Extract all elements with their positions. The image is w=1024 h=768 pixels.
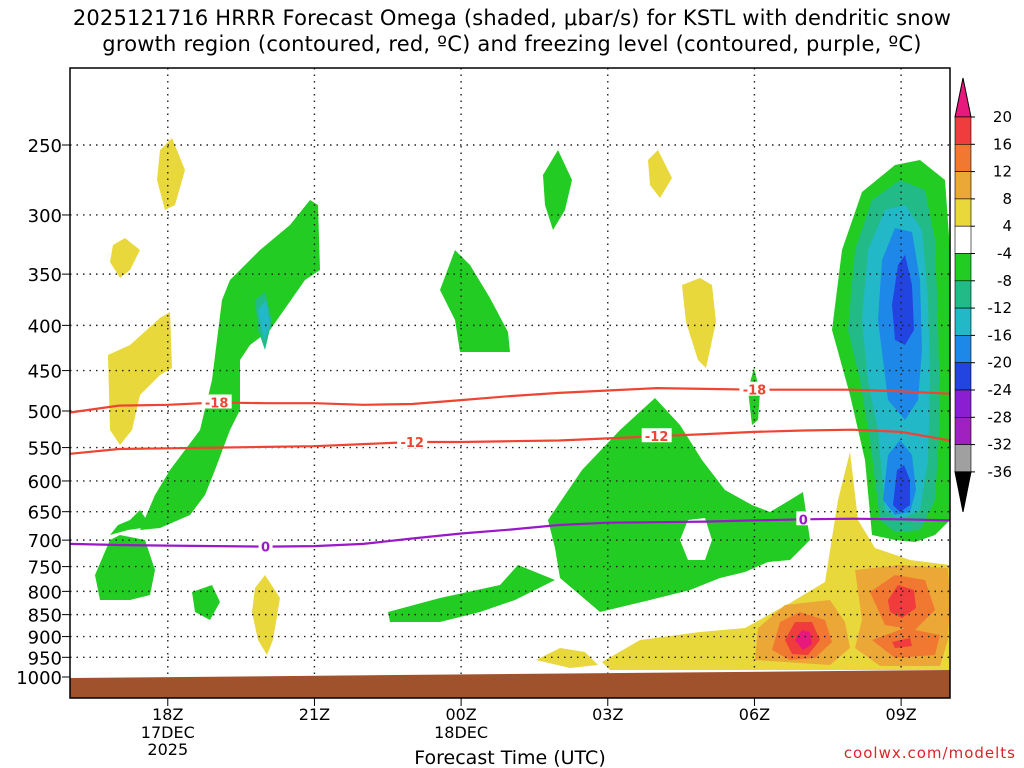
colorbar-swatch <box>954 280 972 309</box>
x-tick-label: 06Z <box>739 705 770 724</box>
colorbar-label: -12 <box>988 299 1013 317</box>
y-tick-label: 250 <box>28 136 62 157</box>
chart-title-line-2: growth region (contoured, red, ºC) and f… <box>102 32 922 56</box>
y-tick-label: 600 <box>28 472 62 493</box>
contour-label-bg <box>201 394 232 409</box>
credit-text: coolwx.com/modelts <box>843 744 1016 762</box>
colorbar-label: -4 <box>997 245 1012 263</box>
colorbar-label: -28 <box>988 408 1013 426</box>
colorbar-label: -32 <box>988 436 1013 454</box>
x-tick-label: 09Z <box>885 705 916 724</box>
x-tick-sublabel: 2025 <box>147 740 188 759</box>
y-tick-label: 300 <box>28 206 62 227</box>
contour-line <box>70 428 950 455</box>
plot-frame <box>69 67 951 699</box>
grid <box>70 68 950 698</box>
x-tick-sublabel: 18DEC <box>434 723 488 742</box>
y-tick-label: 500 <box>28 402 62 423</box>
colorbar-bottom-arrow <box>954 471 972 512</box>
contour-line <box>70 517 950 548</box>
y-tick-label: 350 <box>28 265 62 286</box>
y-tick-label: 750 <box>28 558 62 579</box>
y-tick-label: 450 <box>28 362 62 383</box>
x-axis-label: Forecast Time (UTC) <box>414 747 605 768</box>
colorbar-label: -36 <box>988 463 1013 481</box>
x-tick-sublabel: 17DEC <box>141 723 195 742</box>
contour-label: -12 <box>400 436 424 451</box>
contour-label: -18 <box>205 396 229 411</box>
y-tick-label: 800 <box>28 582 62 603</box>
y-tick-label: 400 <box>28 316 62 337</box>
colorbar-swatch <box>954 389 972 418</box>
x-tick-label: 18Z <box>152 705 183 724</box>
colorbar-swatch <box>954 225 972 254</box>
y-tick-label: 950 <box>28 648 62 669</box>
y-tick-label: 1000 <box>16 668 62 689</box>
contour-label-bg <box>397 433 428 448</box>
colorbar-label: -24 <box>988 381 1013 399</box>
contour-label-bg <box>641 428 672 443</box>
y-tick-label: 650 <box>28 503 62 524</box>
omega-neutral-pocket <box>680 518 712 560</box>
colorbar-swatch <box>954 116 972 145</box>
y-tick-label: 850 <box>28 606 62 627</box>
colorbar-label: -8 <box>997 272 1012 290</box>
contour-label-bg <box>258 538 273 553</box>
contour-label: -12 <box>645 430 669 445</box>
contour-label-bg <box>796 511 811 526</box>
contour-label: -18 <box>743 384 767 399</box>
colorbar-label: -16 <box>988 326 1013 344</box>
colorbar-label: -20 <box>988 354 1013 372</box>
omega-rising-extreme <box>795 630 812 650</box>
contour-lines: -18 -18 -12 -12 0 0 <box>70 381 950 556</box>
colorbar-swatch <box>954 416 972 445</box>
y-tick-label: 900 <box>28 628 62 649</box>
y-tick-label: 700 <box>28 531 62 552</box>
omega-sinking-extreme <box>892 255 914 512</box>
colorbar-label: 20 <box>993 108 1012 126</box>
contour-label-bg <box>739 381 770 396</box>
ground-layer <box>70 670 950 698</box>
omega-shading <box>95 138 950 670</box>
omega-sinking-weak <box>95 150 950 622</box>
x-tick-label: 00Z <box>445 705 476 724</box>
colorbar-swatch <box>954 307 972 336</box>
x-tick-label: 03Z <box>592 705 623 724</box>
colorbar: 20 16 12 8 4 -4 -8 -12 -16 -20 -24 -28 -32 -36 <box>954 77 1013 512</box>
contour-label: 0 <box>261 541 270 556</box>
colorbar-swatch <box>954 198 972 227</box>
colorbar-label: 16 <box>993 135 1012 153</box>
colorbar-swatch <box>954 144 972 172</box>
colorbar-swatch <box>954 362 972 391</box>
colorbar-top-arrow <box>954 77 972 118</box>
contour-label: 0 <box>799 513 808 528</box>
colorbar-swatch <box>954 253 972 282</box>
colorbar-label: 8 <box>1002 190 1012 208</box>
colorbar-swatch <box>954 171 972 200</box>
y-tick-label: 550 <box>28 439 62 460</box>
chart-title-line-1: 2025121716 HRRR Forecast Omega (shaded, … <box>72 6 952 30</box>
colorbar-swatch <box>954 444 972 473</box>
x-tick-label: 21Z <box>299 705 330 724</box>
colorbar-label: 12 <box>993 163 1012 181</box>
colorbar-label: 4 <box>1002 217 1012 235</box>
y-axis: 2503003504004505005506006507007508008509… <box>16 136 70 689</box>
colorbar-swatch <box>954 335 972 363</box>
